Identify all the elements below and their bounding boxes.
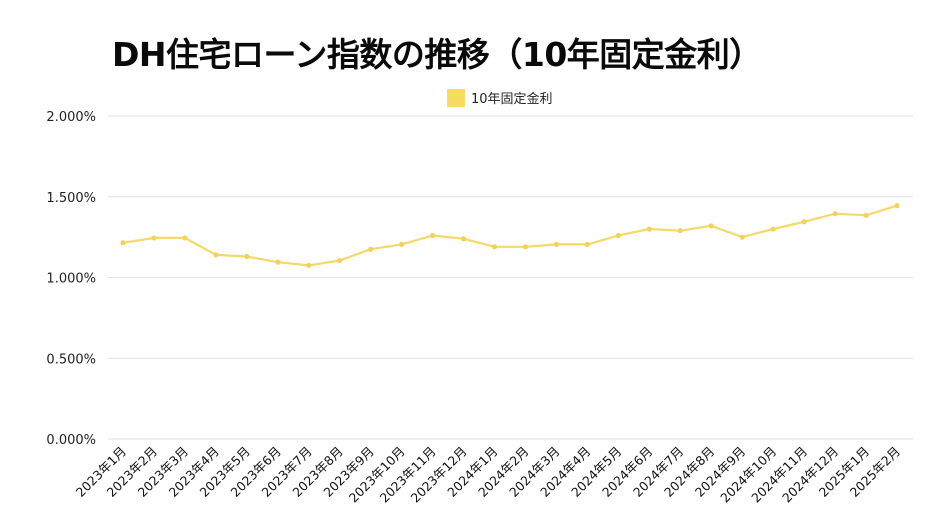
data-point <box>430 232 436 239</box>
data-point <box>770 226 776 232</box>
data-point <box>863 212 869 218</box>
legend-label: 10年固定金利 <box>471 92 553 107</box>
chart-title: DH住宅ローン指数の推移（10年固定金利） <box>112 35 762 74</box>
legend-swatch <box>447 88 465 107</box>
data-point <box>120 240 126 246</box>
data-point <box>646 226 652 232</box>
data-point <box>677 228 683 234</box>
data-point <box>275 259 281 265</box>
y-tick-label: 1.500% <box>46 191 96 206</box>
data-point <box>399 241 405 247</box>
y-tick-label: 0.500% <box>46 352 96 367</box>
data-point <box>244 253 250 260</box>
data-point <box>368 246 374 252</box>
data-point <box>306 262 312 268</box>
y-axis-ticks: 0.000% 0.500% 1.000% 1.500% 2.000% <box>46 110 96 448</box>
data-point <box>182 235 188 241</box>
series-10y-fixed-rate <box>120 203 900 268</box>
y-tick-label: 0.000% <box>46 433 96 448</box>
data-point <box>522 244 529 250</box>
series-line <box>122 204 898 267</box>
gridlines <box>108 115 913 440</box>
data-point <box>894 203 900 209</box>
data-point <box>213 252 219 258</box>
data-point <box>708 223 714 229</box>
data-point <box>584 241 591 247</box>
legend: 10年固定金利 <box>447 88 553 107</box>
data-point <box>151 235 157 241</box>
x-axis-ticks: 2023年1月2023年2月2023年3月2023年4月2023年5月2023年… <box>73 444 903 506</box>
data-point <box>832 211 838 217</box>
data-point <box>801 219 807 225</box>
data-point <box>615 232 621 239</box>
y-tick-label: 1.000% <box>46 272 96 287</box>
data-point <box>553 241 560 247</box>
data-point <box>460 236 467 242</box>
data-point <box>491 244 498 250</box>
data-point <box>337 257 343 264</box>
y-tick-label: 2.000% <box>46 110 96 125</box>
data-point <box>739 234 745 240</box>
